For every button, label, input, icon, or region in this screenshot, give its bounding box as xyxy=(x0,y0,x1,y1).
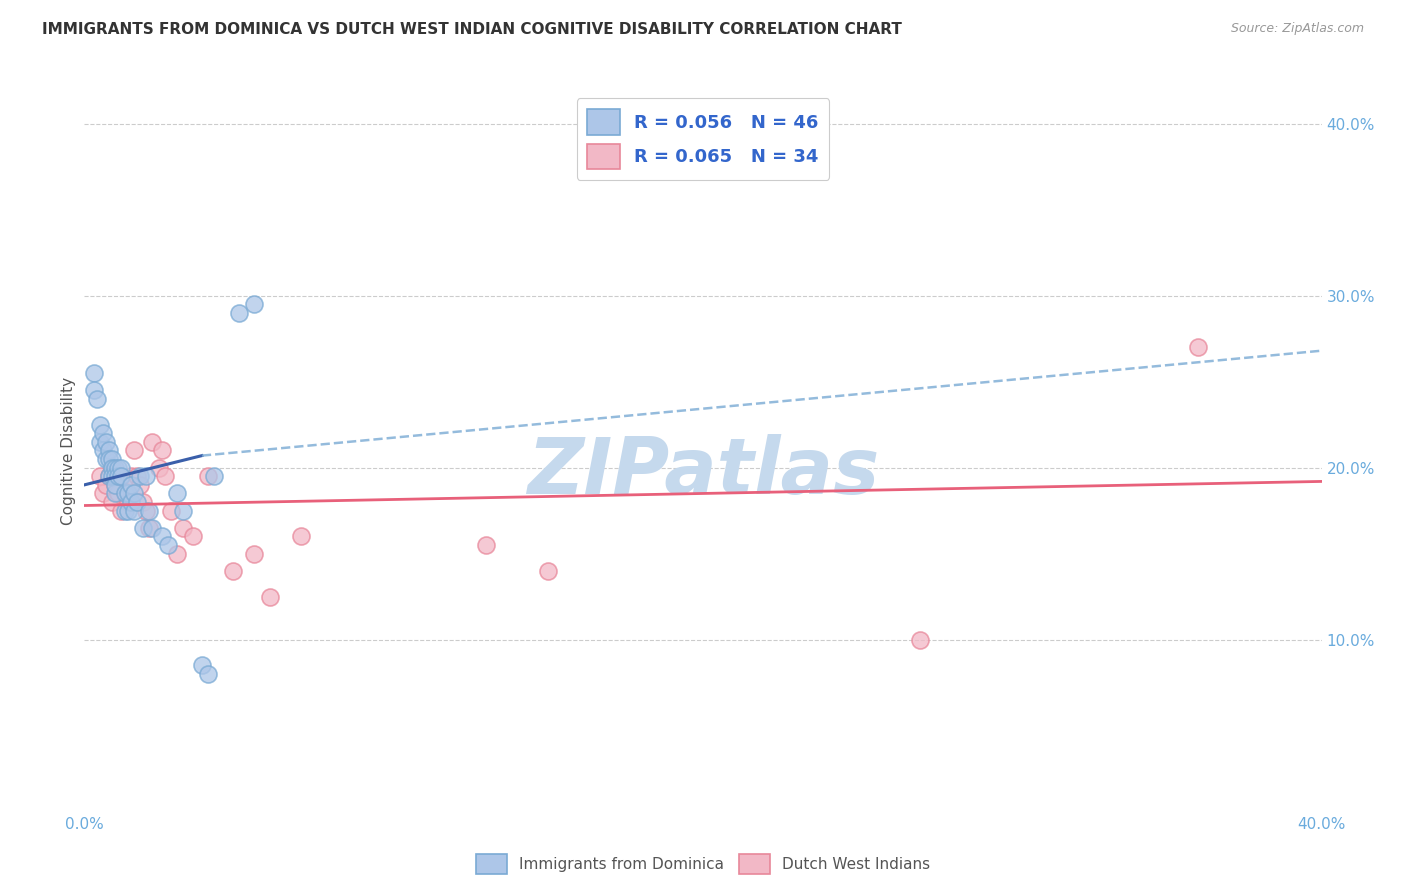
Point xyxy=(166,547,188,561)
Point xyxy=(104,478,127,492)
Point xyxy=(114,486,136,500)
Point xyxy=(117,503,139,517)
Point xyxy=(135,503,157,517)
Point xyxy=(94,434,117,449)
Point xyxy=(202,469,225,483)
Point xyxy=(94,478,117,492)
Point xyxy=(98,452,121,467)
Point xyxy=(1187,340,1209,354)
Point xyxy=(135,469,157,483)
Point xyxy=(91,426,114,441)
Point xyxy=(94,452,117,467)
Point xyxy=(104,486,127,500)
Point xyxy=(537,564,560,578)
Point xyxy=(120,469,142,483)
Point xyxy=(166,486,188,500)
Point xyxy=(86,392,108,406)
Point xyxy=(475,538,498,552)
Point xyxy=(172,503,194,517)
Point xyxy=(172,521,194,535)
Point xyxy=(141,521,163,535)
Point xyxy=(197,469,219,483)
Point xyxy=(98,469,121,483)
Point xyxy=(243,297,266,311)
Text: Source: ZipAtlas.com: Source: ZipAtlas.com xyxy=(1230,22,1364,36)
Point xyxy=(125,495,148,509)
Point xyxy=(107,469,129,483)
Legend: R = 0.056   N = 46, R = 0.065   N = 34: R = 0.056 N = 46, R = 0.065 N = 34 xyxy=(576,98,830,180)
Point xyxy=(117,495,139,509)
Point xyxy=(114,486,136,500)
Point xyxy=(89,469,111,483)
Point xyxy=(132,521,155,535)
Point xyxy=(141,434,163,449)
Point xyxy=(129,469,152,483)
Point xyxy=(259,590,281,604)
Point xyxy=(191,658,214,673)
Text: IMMIGRANTS FROM DOMINICA VS DUTCH WEST INDIAN COGNITIVE DISABILITY CORRELATION C: IMMIGRANTS FROM DOMINICA VS DUTCH WEST I… xyxy=(42,22,903,37)
Point xyxy=(148,460,170,475)
Point xyxy=(107,486,129,500)
Point xyxy=(117,486,139,500)
Point xyxy=(101,460,124,475)
Point xyxy=(120,495,142,509)
Point xyxy=(290,529,312,543)
Point xyxy=(101,452,124,467)
Point xyxy=(129,478,152,492)
Point xyxy=(138,503,160,517)
Point xyxy=(181,529,204,543)
Point xyxy=(104,460,127,475)
Point xyxy=(89,434,111,449)
Point xyxy=(228,306,250,320)
Point xyxy=(101,495,124,509)
Text: ZIPatlas: ZIPatlas xyxy=(527,434,879,510)
Point xyxy=(110,503,132,517)
Point xyxy=(150,443,173,458)
Point xyxy=(89,417,111,432)
Point xyxy=(138,521,160,535)
Point xyxy=(120,478,142,492)
Point xyxy=(91,486,114,500)
Point xyxy=(122,503,145,517)
Point xyxy=(125,469,148,483)
Point xyxy=(98,469,121,483)
Point xyxy=(150,529,173,543)
Point xyxy=(104,469,127,483)
Point xyxy=(107,460,129,475)
Point xyxy=(197,667,219,681)
Point xyxy=(110,469,132,483)
Point xyxy=(83,366,105,380)
Point xyxy=(153,469,176,483)
Point xyxy=(104,478,127,492)
Point xyxy=(908,632,931,647)
Point xyxy=(83,384,105,398)
Point xyxy=(98,443,121,458)
Point xyxy=(160,503,183,517)
Point xyxy=(122,486,145,500)
Point xyxy=(114,503,136,517)
Point xyxy=(132,495,155,509)
Point xyxy=(243,547,266,561)
Y-axis label: Cognitive Disability: Cognitive Disability xyxy=(60,376,76,524)
Point xyxy=(156,538,179,552)
Point xyxy=(101,469,124,483)
Point xyxy=(222,564,245,578)
Legend: Immigrants from Dominica, Dutch West Indians: Immigrants from Dominica, Dutch West Ind… xyxy=(470,848,936,880)
Point xyxy=(110,460,132,475)
Point xyxy=(122,443,145,458)
Point xyxy=(91,443,114,458)
